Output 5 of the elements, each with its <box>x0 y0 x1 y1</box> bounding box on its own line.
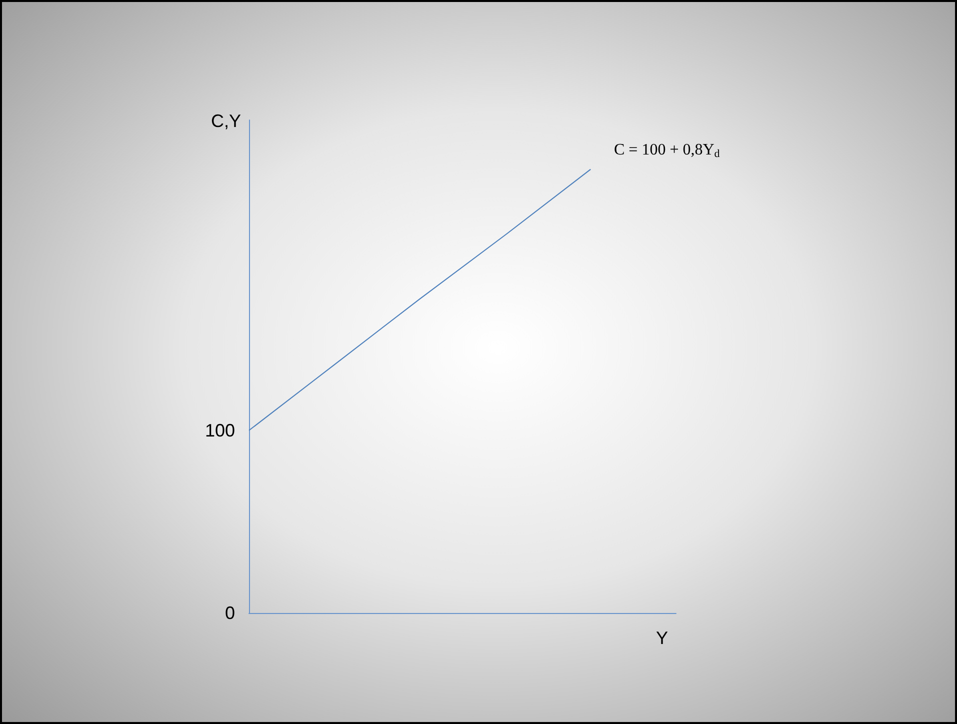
y-tick-label: 100 <box>204 420 235 440</box>
x-axis-title: Y <box>656 628 668 648</box>
line-series <box>248 168 592 431</box>
y-axis-title: C,Y <box>210 111 241 131</box>
y-tick-label: 0 <box>224 603 235 623</box>
